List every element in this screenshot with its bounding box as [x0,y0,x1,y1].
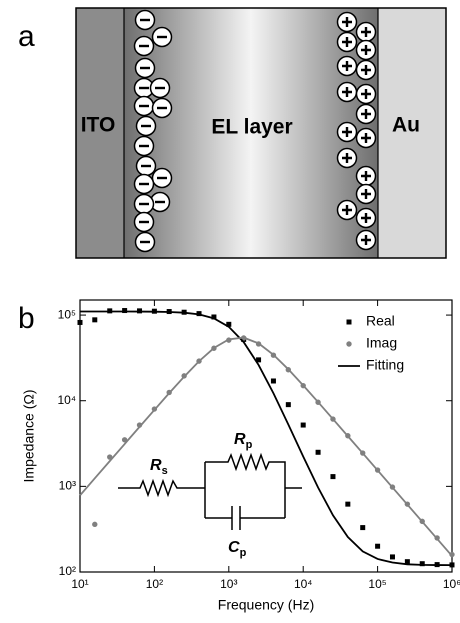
y-tick-label: 10² [59,564,76,578]
legend-label: Fitting [366,357,404,373]
data-point [271,378,276,383]
circuit-label: Cp [228,539,247,559]
subscript: p [246,439,253,451]
x-axis-label: Frequency (Hz) [218,597,314,613]
x-tick-label: 10¹ [71,577,88,591]
data-point [78,320,83,325]
y-tick-label: 10³ [59,479,76,493]
data-point [390,554,395,559]
x-tick-label: 10² [146,577,163,591]
device-diagram: ITO EL layer Au [76,8,446,258]
symbol: R [234,431,246,448]
data-point [316,450,321,455]
circuit-label: Rs [150,457,168,477]
region-label: ITO [81,114,116,137]
symbol: C [228,539,240,556]
data-point [345,502,350,507]
y-axis-label: Impedance (Ω) [21,390,37,483]
y-tick-label: 10⁵ [58,307,76,321]
legend-marker [346,341,351,346]
figure: a ITO EL layer Au b Rs Rp Cp Frequency (… [0,0,460,618]
region-label: Au [392,114,420,137]
panel-label: b [18,302,35,335]
data-point [286,402,291,407]
legend-label: Imag [366,335,397,351]
x-tick-label: 10⁶ [443,577,460,591]
symbol: R [150,457,162,474]
region-label: EL layer [211,116,292,139]
x-tick-label: 10³ [220,577,237,591]
legend-marker [347,320,352,325]
circuit: Rs Rp Cp [118,431,302,559]
legend-label: Real [366,313,395,329]
rc-network [205,455,302,530]
circuit-label: Rp [234,431,253,451]
data-point [92,317,97,322]
resistor-s [118,481,205,495]
x-tick-label: 10⁵ [368,577,386,591]
data-point [360,525,365,530]
panel-label: a [18,20,35,53]
y-tick-label: 10⁴ [57,393,76,407]
subscript: s [162,465,168,477]
data-point [92,522,97,527]
data-point [330,474,335,479]
x-tick-label: 10⁴ [294,577,313,591]
data-point [375,544,380,549]
data-point [301,423,306,428]
subscript: p [240,547,247,559]
